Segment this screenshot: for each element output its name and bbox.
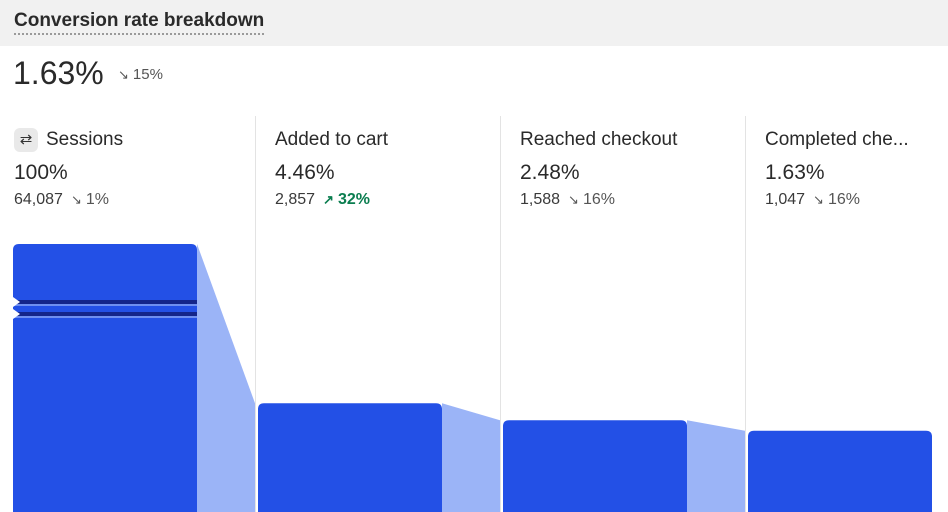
arrow-down-right-icon: ↘: [70, 192, 82, 207]
header-band: [0, 0, 948, 46]
stage-completed-checkout: Completed che... 1.63% 1,047 ↘ 16%: [765, 128, 948, 210]
stage-delta: ↘ 16%: [813, 191, 860, 208]
funnel-dropoff-connector: [687, 420, 745, 512]
stage-delta: ↘ 1%: [70, 191, 109, 208]
stage-percent: 1.63%: [765, 161, 825, 184]
overall-delta: ↘ 15%: [118, 66, 163, 84]
stage-percent: 4.46%: [275, 161, 335, 184]
stage-percent: 100%: [14, 161, 68, 184]
stage-count: 2,857: [275, 191, 316, 208]
arrow-down-right-icon: ↘: [813, 192, 824, 207]
stage-percent: 2.48%: [520, 161, 580, 184]
arrow-up-right-icon: ↗: [323, 192, 334, 207]
annotation-marker-icon[interactable]: [13, 309, 20, 319]
overall-conversion-rate: 1.63%: [13, 55, 104, 91]
column-divider: [500, 116, 501, 512]
stage-delta: ↘ 16%: [568, 191, 615, 208]
annotation-marker-line: [13, 312, 197, 316]
column-divider: [255, 116, 256, 512]
annotation-marker-highlight: [13, 304, 197, 306]
stage-added-to-cart: Added to cart 4.46% 2,857 ↗ 32%: [275, 128, 505, 210]
funnel-dropoff-connector: [442, 403, 500, 512]
overall-delta-value: 15%: [132, 66, 163, 83]
stage-count: 64,087: [14, 191, 63, 208]
annotation-marker-line: [13, 300, 197, 304]
arrow-down-right-icon: ↘: [568, 192, 579, 207]
sessions-icon: ⇄: [14, 128, 38, 152]
stage-count: 1,047: [765, 191, 806, 208]
stage-reached-checkout: Reached checkout 2.48% 1,588 ↘ 16%: [520, 128, 750, 210]
funnel-dropoff-connector: [197, 244, 255, 512]
funnel-bar-completed-che[interactable]: [748, 430, 932, 512]
card-title[interactable]: Conversion rate breakdown: [14, 10, 265, 35]
stage-name: Sessions: [46, 129, 124, 150]
stage-name: Added to cart: [275, 129, 389, 150]
funnel-bar-reached-checkout[interactable]: [503, 420, 687, 512]
stage-delta: ↗ 32%: [323, 191, 370, 208]
stage-sessions: ⇄ Sessions 100% 64,087 ↘ 1%: [14, 128, 244, 210]
annotation-marker-highlight: [13, 316, 197, 318]
funnel-bar-added-to-cart[interactable]: [258, 403, 442, 512]
stage-count: 1,588: [520, 191, 561, 208]
annotation-marker-icon[interactable]: [13, 297, 20, 307]
stage-name: Completed che...: [765, 129, 909, 150]
arrow-down-right-icon: ↘: [118, 67, 129, 82]
column-divider: [745, 116, 746, 512]
funnel-bar-sessions[interactable]: [13, 244, 197, 512]
stage-name: Reached checkout: [520, 129, 678, 150]
